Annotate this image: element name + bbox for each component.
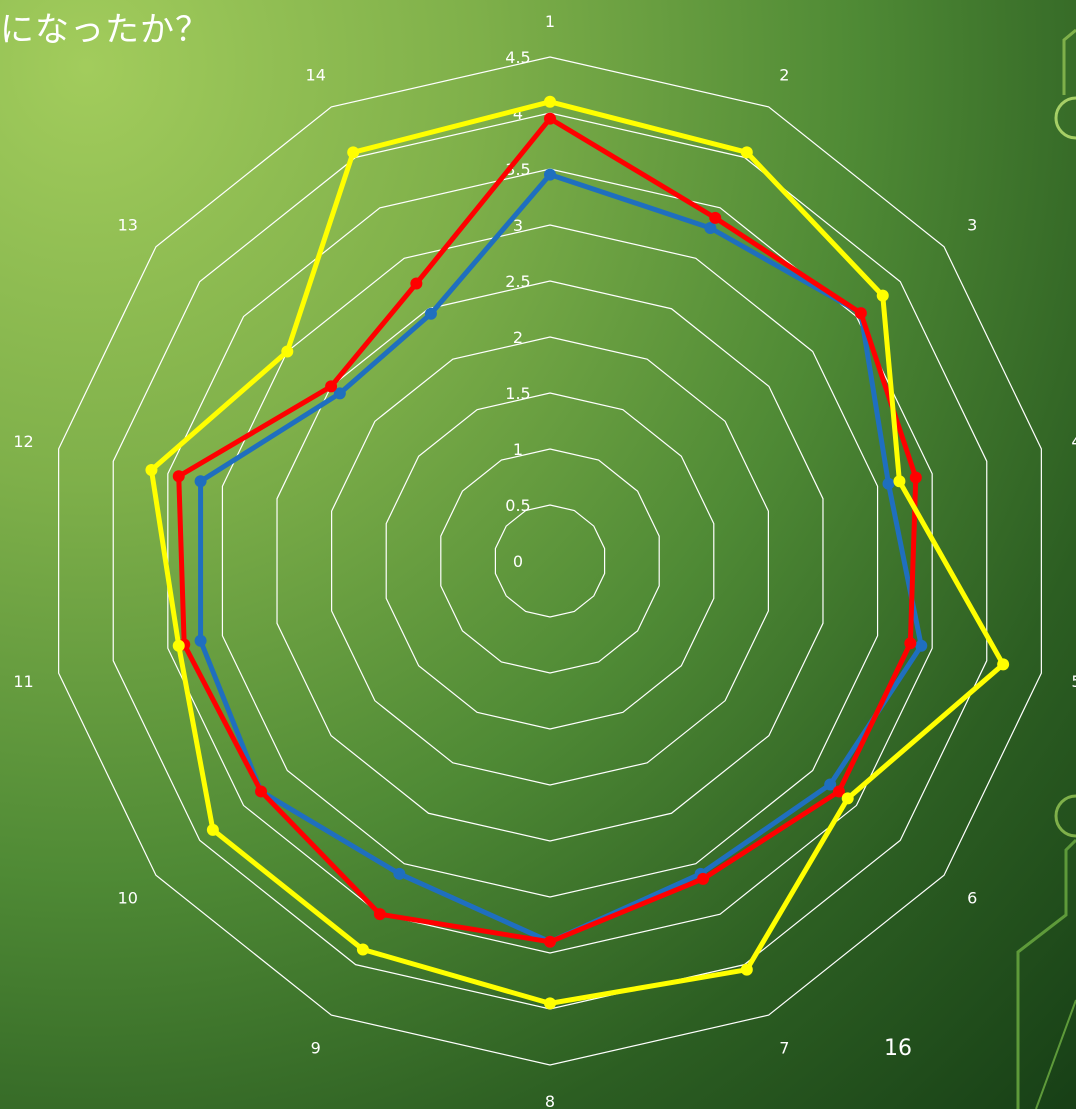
series-3-point-10: [206, 823, 219, 836]
series-3-point-13: [281, 345, 294, 358]
series-1-point-1: [544, 168, 556, 181]
series-3-point-11: [172, 639, 185, 652]
series-2-point-9: [373, 908, 386, 921]
circuit-line-top: [1062, 28, 1076, 95]
category-label-9: 9: [311, 1039, 321, 1058]
series-3-point-9: [356, 943, 369, 956]
radial-tick-labels: 00.511.522.533.544.5: [505, 48, 530, 571]
series-3-point-14: [347, 146, 360, 159]
series-2-point-3: [854, 307, 867, 320]
series-2-point-13: [325, 380, 338, 393]
circuit-node-top: [1054, 96, 1076, 140]
series-3-point-1: [544, 95, 556, 108]
series-2-point-1: [544, 112, 556, 125]
series-2-point-2: [709, 211, 722, 224]
category-label-3: 3: [967, 215, 977, 234]
series-2-point-12: [172, 470, 185, 483]
series-2-point-6: [832, 785, 845, 798]
category-label-7: 7: [779, 1039, 789, 1058]
category-label-12: 12: [13, 432, 33, 451]
series-2-line: [176, 116, 919, 945]
category-label-10: 10: [118, 889, 138, 908]
series-3-point-3: [876, 289, 889, 302]
series-2-point-4: [909, 471, 922, 484]
radial-tick-label: 2.5: [505, 272, 530, 291]
grid-ring-2: [440, 448, 660, 674]
series-2-point-5: [904, 637, 917, 650]
grid-ring-3: [385, 392, 715, 730]
circuit-node-bottom: [1054, 794, 1076, 838]
series-1-point-4: [882, 477, 895, 490]
series-3-point-2: [740, 146, 753, 159]
series-3-point-7: [740, 963, 753, 976]
category-label-1: 1: [545, 12, 555, 31]
series-3-line: [148, 99, 1006, 1006]
radial-tick-label: 0: [513, 552, 523, 571]
grid-ring-6: [221, 224, 879, 898]
grid-ring-5: [276, 280, 824, 842]
series-1-point-12: [194, 475, 207, 488]
radial-tick-label: 4.5: [505, 48, 530, 67]
radial-tick-label: 0.5: [505, 496, 530, 515]
circuit-line-diagonal: [1035, 999, 1076, 1109]
category-label-11: 11: [13, 672, 33, 691]
series-1-point-6: [824, 778, 837, 791]
page-number: 16: [884, 1036, 912, 1061]
series-3-point-4: [893, 475, 906, 488]
series-3-point-6: [841, 792, 854, 805]
radial-tick-label: 1.5: [505, 384, 530, 403]
series-3-point-12: [145, 464, 158, 477]
circuit-line-bottom: [1016, 838, 1076, 1109]
radial-tick-label: 1: [513, 440, 523, 459]
series-1-point-5: [915, 639, 928, 652]
series-1-point-2: [704, 222, 717, 235]
category-label-5: 5: [1071, 672, 1076, 691]
category-label-4: 4: [1071, 432, 1076, 451]
series-1-point-14: [424, 307, 437, 320]
series-1-point-13: [333, 387, 346, 400]
category-label-13: 13: [118, 215, 138, 234]
category-labels: 1234567891011121314: [13, 12, 1076, 1109]
series-3-point-5: [997, 658, 1010, 671]
series-layer: [145, 95, 1010, 1010]
series-1-point-11: [194, 634, 207, 647]
category-label-2: 2: [779, 65, 789, 84]
category-label-6: 6: [967, 889, 977, 908]
category-label-14: 14: [306, 65, 326, 84]
series-2-point-8: [544, 935, 556, 948]
slide-title: になったか？: [0, 10, 210, 50]
radial-tick-label: 2: [513, 328, 523, 347]
series-2-point-7: [697, 872, 710, 885]
grid-ring-4: [331, 336, 769, 786]
radial-tick-label: 3: [513, 216, 523, 235]
grid-ring-1: [494, 504, 606, 618]
series-2-point-10: [255, 785, 268, 798]
series-1-point-9: [393, 867, 406, 880]
series-2-point-14: [410, 277, 423, 290]
radial-tick-label: 4: [513, 104, 523, 123]
radar-grid: [58, 56, 1042, 1066]
category-label-8: 8: [545, 1092, 555, 1109]
series-3-point-8: [544, 997, 556, 1010]
grid-ring-9: [58, 56, 1042, 1066]
grid-ring-8: [112, 112, 988, 1010]
